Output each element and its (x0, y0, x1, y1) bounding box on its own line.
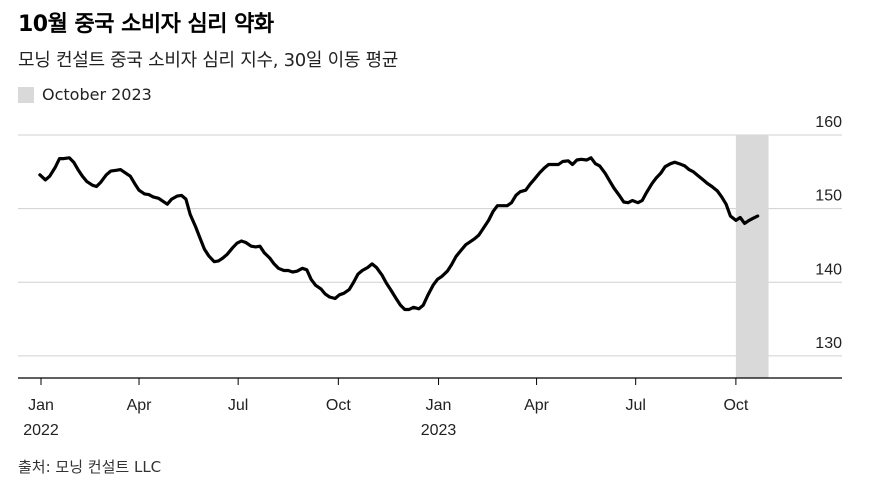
x-tick-label-4: Jan (426, 397, 452, 414)
highlight-october-2023 (735, 135, 769, 378)
x-tick-label-1: Apr (127, 397, 153, 414)
source-note: 출처: 모닝 컨설트 LLC (18, 458, 162, 476)
x-tick-year-0: 2022 (23, 422, 59, 439)
grid-layer: 160 150 140 130 (18, 114, 842, 357)
y-tick-label-140: 140 (815, 261, 842, 278)
legend: October 2023 (18, 85, 152, 104)
x-tick-label-5: Apr (524, 397, 550, 414)
chart-title: 10월 중국 소비자 심리 약화 (18, 12, 274, 37)
chart-subtitle: 모닝 컨설트 중국 소비자 심리 지수, 30일 이동 평균 (18, 50, 399, 71)
x-tick-label-0: Jan (28, 397, 54, 414)
series-layer (38, 156, 760, 312)
y-tick-label-130: 130 (815, 335, 842, 352)
x-tick-label-6: Jul (625, 397, 645, 414)
x-tick-label-7: Oct (723, 397, 748, 414)
x-tick-year-4: 2023 (421, 422, 457, 439)
x-tick-label-3: Oct (326, 397, 351, 414)
series-line-0 (38, 156, 760, 312)
legend-label: October 2023 (42, 85, 152, 104)
x-axis: Jan 2022 Apr Jul Oct Jan 2023 Apr Jul Oct (18, 377, 842, 439)
highlight-layer (735, 135, 769, 378)
x-tick-label-2: Jul (228, 397, 248, 414)
y-tick-label-150: 150 (815, 188, 842, 205)
y-tick-label-160: 160 (815, 114, 842, 131)
legend-swatch (18, 86, 34, 103)
